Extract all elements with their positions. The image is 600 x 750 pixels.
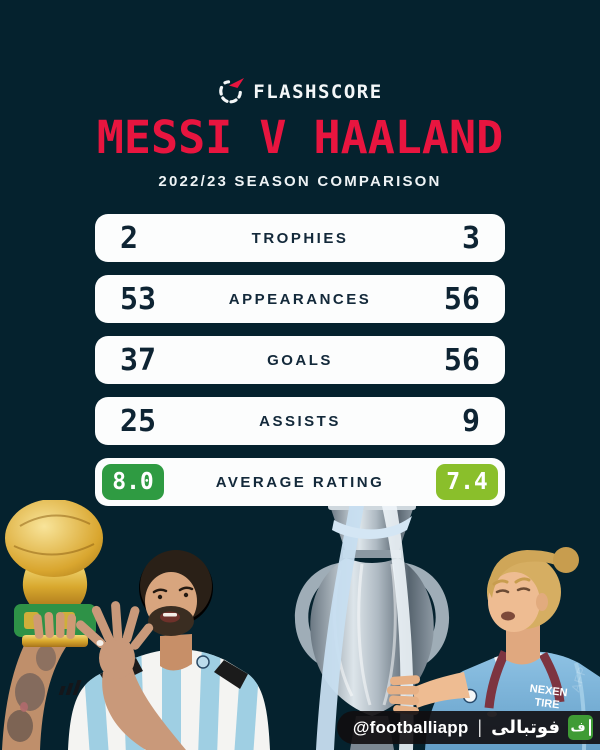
haaland-appearances-value: 56	[443, 281, 480, 317]
haaland-goals-value: 56	[443, 342, 480, 378]
watermark-handle: @footballiapp	[352, 717, 469, 737]
stat-label: TROPHIES	[251, 229, 349, 247]
stat-label: APPEARANCES	[228, 290, 372, 308]
messi-assists-value: 25	[120, 403, 157, 439]
stat-row-goals: 37 GOALS 56	[95, 336, 505, 384]
stat-label: ASSISTS	[259, 412, 341, 430]
messi-goals-value: 37	[120, 342, 157, 378]
stat-label: GOALS	[267, 351, 333, 369]
page-title: MESSI V HAALAND	[96, 111, 504, 164]
pitch-line-icon	[588, 719, 591, 736]
watermark-bar: @footballiapp | فوتبالی ف	[336, 711, 600, 744]
stat-label: AVERAGE RATING	[215, 473, 385, 491]
stat-row-trophies: 2 TROPHIES 3	[95, 214, 505, 262]
messi-trophies-value: 2	[120, 220, 139, 256]
flashscore-logo: FLASHSCORE	[0, 78, 600, 105]
watermark-divider: |	[477, 717, 483, 737]
svg-text:TIRE: TIRE	[534, 696, 560, 711]
page-subtitle: 2022/23 SEASON COMPARISON	[158, 173, 442, 190]
stat-row-appearances: 53 APPEARANCES 56	[95, 275, 505, 323]
haaland-assists-value: 9	[461, 403, 480, 439]
sleeve-sponsor: NEXEN TIRE	[529, 683, 568, 712]
stat-row-average-rating: 8.0 AVERAGE RATING 7.4	[95, 458, 505, 506]
messi-appearances-value: 53	[120, 281, 157, 317]
flashscore-spinner-icon	[219, 78, 245, 104]
messi-open-hand	[76, 601, 154, 679]
messi-rating-badge: 8.0	[102, 464, 164, 500]
players-photo-montage: NEXEN TIRE	[2, 500, 600, 750]
watermark-app-name: فوتبالی	[491, 717, 560, 738]
svg-text:NEXEN: NEXEN	[529, 683, 568, 700]
haaland-rating-badge: 7.4	[436, 464, 498, 500]
world-cup-trophy	[5, 500, 103, 647]
footballi-icon-letter: ف	[570, 720, 586, 735]
footballi-app-icon: ف	[568, 715, 593, 740]
messi-photo	[2, 500, 270, 750]
flashscore-wordmark: FLASHSCORE	[253, 80, 383, 103]
haaland-trophies-value: 3	[461, 220, 480, 256]
comparison-table: 2 TROPHIES 3 53 APPEARANCES 56 37 GOALS …	[95, 214, 505, 506]
stat-row-assists: 25 ASSISTS 9	[95, 397, 505, 445]
